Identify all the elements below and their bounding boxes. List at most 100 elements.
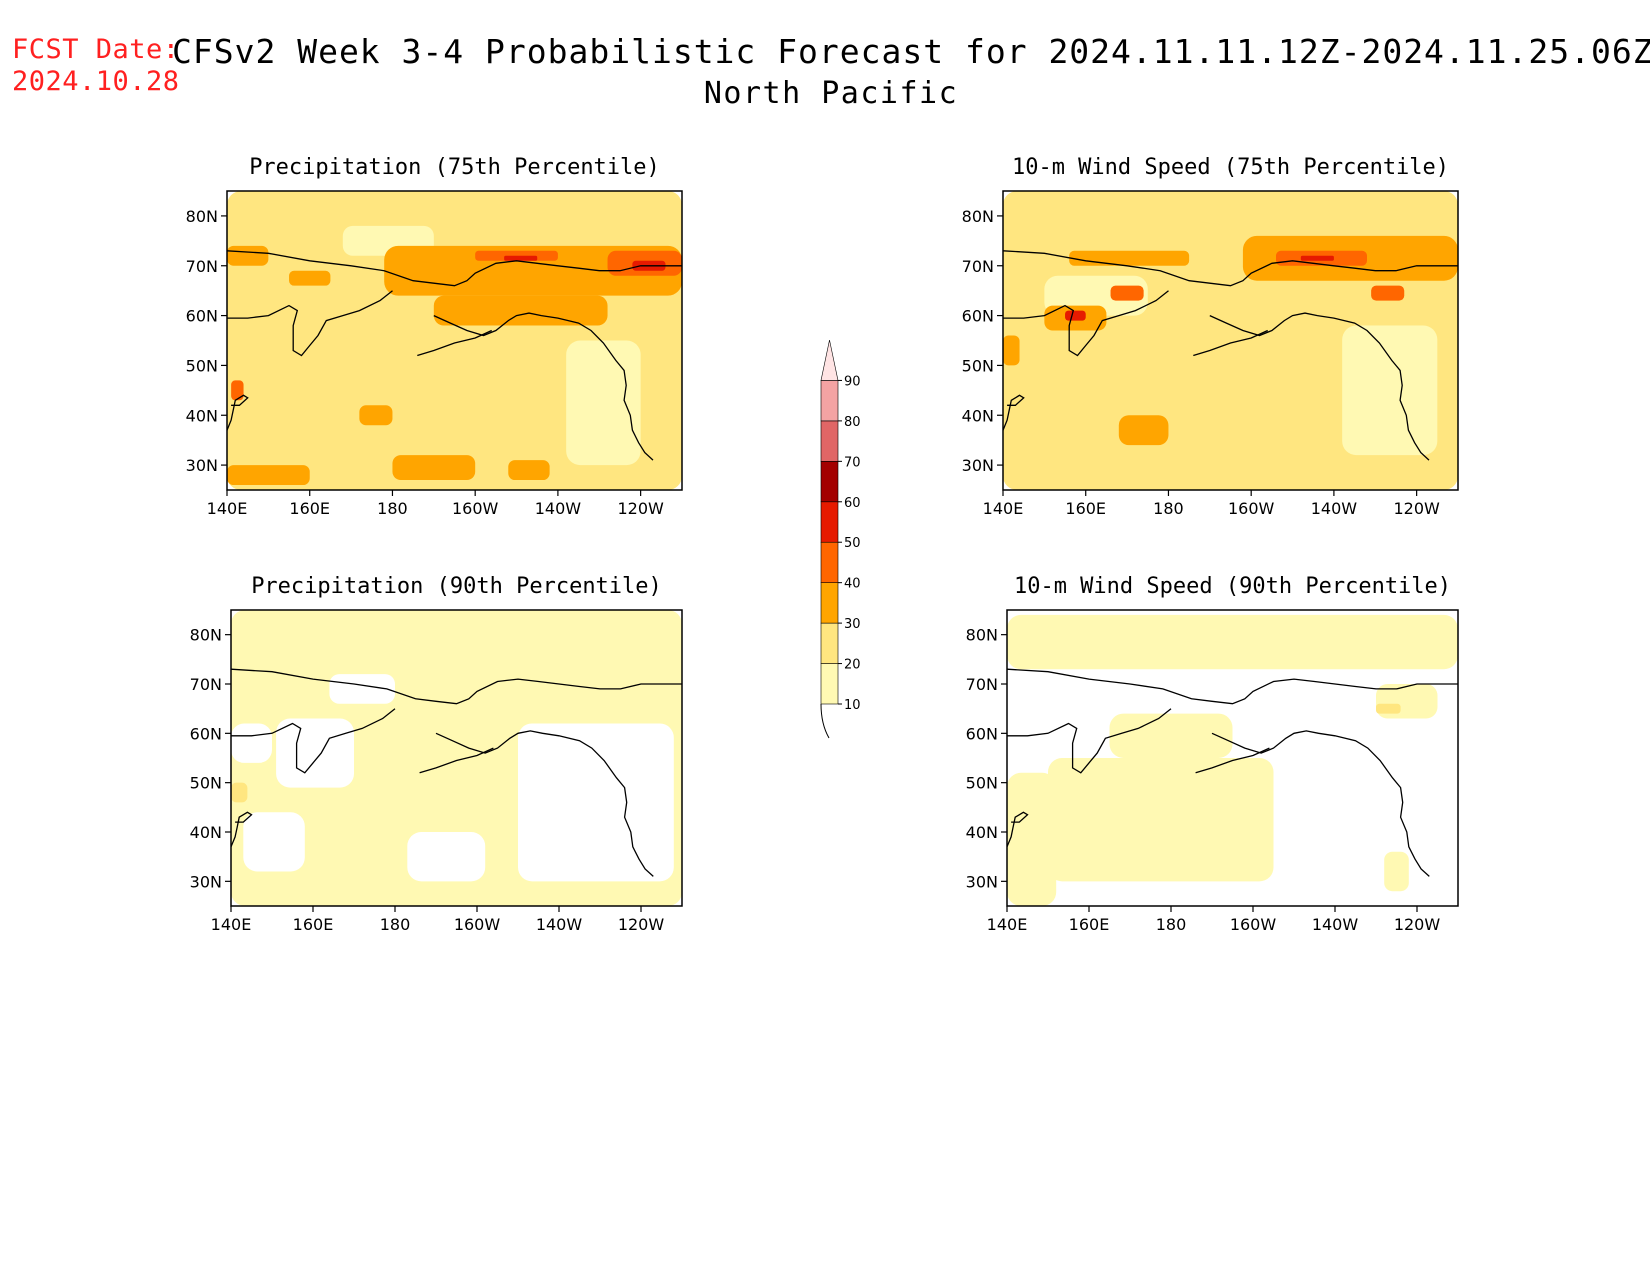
- coastline: [1007, 811, 1029, 848]
- forecast-date-value: 2024.10.28: [12, 66, 180, 97]
- probability-contour: [1371, 285, 1405, 301]
- map-panel: 10-m Wind Speed (90th Percentile) 140E 160…: [966, 574, 1459, 934]
- y-tick-label: 60N: [186, 307, 218, 326]
- colorbar-label: 10: [844, 698, 861, 713]
- probability-contour: [289, 270, 331, 286]
- coastline: [1007, 668, 1458, 705]
- colorbar-label: 80: [844, 415, 861, 430]
- y-tick-label: 60N: [962, 307, 994, 326]
- map-frame: [226, 190, 683, 491]
- x-tick-label: 180: [1156, 915, 1187, 934]
- y-tick-label: 60N: [966, 724, 998, 743]
- x-tick-label: 140W: [1311, 499, 1358, 518]
- y-tick-label: 80N: [190, 626, 222, 645]
- x-tick-label: 160E: [1065, 499, 1106, 518]
- y-tick-label: 50N: [190, 774, 222, 793]
- probability-contour: [475, 250, 558, 261]
- y-tick-label: 30N: [966, 872, 998, 891]
- y-tick-label: 80N: [962, 207, 994, 226]
- probability-contour: [1065, 310, 1086, 321]
- probability-contour: [1118, 415, 1169, 446]
- panel-title: 10-m Wind Speed (75th Percentile): [1012, 155, 1449, 180]
- x-tick-label: 140W: [535, 499, 582, 518]
- y-tick-label: 70N: [962, 257, 994, 276]
- colorbar-label: 50: [844, 536, 861, 551]
- forecast-date-label: FCST Date:: [12, 34, 180, 65]
- colorbar-label: 20: [844, 658, 861, 673]
- map-panel: Precipitation (90th Percentile) 140E 160E 1…: [190, 574, 683, 934]
- panel-title: Precipitation (75th Percentile): [249, 155, 660, 180]
- y-tick-label: 70N: [966, 675, 998, 694]
- colorbar-cap: [820, 339, 839, 381]
- probability-contour: [231, 380, 244, 401]
- colorbar: 10 20 30 40 50 60 70 80 90: [820, 339, 861, 739]
- map-frame: [1002, 190, 1459, 491]
- colorbar-label: 70: [844, 455, 861, 470]
- x-tick-label: 160E: [289, 499, 330, 518]
- x-tick-label: 140W: [1312, 915, 1359, 934]
- probability-contour: [1048, 758, 1274, 882]
- probability-field: [1007, 610, 1458, 906]
- coastlines: [231, 668, 682, 877]
- x-tick-label: 160W: [1228, 499, 1275, 518]
- probability-contour: [433, 295, 608, 326]
- x-tick-label: 120W: [1394, 915, 1441, 934]
- coastline: [417, 329, 492, 357]
- probability-contour: [1007, 614, 1458, 670]
- x-tick-label: 140E: [211, 915, 252, 934]
- x-tick-label: 120W: [618, 915, 665, 934]
- coastline: [1211, 730, 1430, 877]
- x-tick-label: 160W: [454, 915, 501, 934]
- colorbar-bin: [820, 622, 839, 664]
- panel-title: 10-m Wind Speed (90th Percentile): [1014, 574, 1451, 599]
- probability-contour: [508, 460, 550, 481]
- y-tick-label: 50N: [962, 356, 994, 375]
- y-tick-label: 40N: [190, 823, 222, 842]
- colorbar-bin: [820, 663, 839, 705]
- probability-contour: [329, 674, 395, 704]
- colorbar-bin: [820, 461, 839, 503]
- y-tick-label: 70N: [190, 675, 222, 694]
- colorbar-bin: [820, 501, 839, 543]
- x-tick-label: 180: [377, 499, 408, 518]
- probability-contour: [518, 723, 674, 882]
- y-tick-label: 40N: [962, 406, 994, 425]
- x-tick-label: 160W: [452, 499, 499, 518]
- probability-contour: [231, 782, 248, 803]
- coastlines: [1003, 250, 1458, 461]
- panel-title: Precipitation (90th Percentile): [251, 574, 662, 599]
- y-tick-label: 50N: [186, 356, 218, 375]
- map-panel: 10-m Wind Speed (75th Percentile) 140E 160…: [962, 155, 1459, 518]
- probability-contour: [359, 405, 393, 426]
- map-panel: Precipitation (75th Percentile) 140E 160E 1…: [186, 155, 683, 518]
- coastline: [227, 250, 682, 287]
- coastline: [231, 708, 396, 774]
- coastline: [435, 730, 654, 877]
- y-tick-label: 60N: [190, 724, 222, 743]
- coastline: [231, 811, 253, 848]
- colorbar-label: 60: [844, 496, 861, 511]
- coastline: [231, 668, 682, 705]
- colorbar-label: 40: [844, 577, 861, 592]
- probability-contour: [407, 832, 486, 882]
- x-tick-label: 120W: [617, 499, 664, 518]
- y-tick-label: 30N: [186, 456, 218, 475]
- x-tick-label: 140E: [207, 499, 248, 518]
- coastline: [227, 394, 249, 431]
- probability-contour: [1109, 713, 1233, 758]
- coastline: [1007, 708, 1172, 774]
- y-tick-label: 70N: [186, 257, 218, 276]
- coastline: [1195, 747, 1270, 774]
- coastline: [1003, 290, 1169, 357]
- coastlines: [227, 250, 682, 461]
- coastline: [1003, 250, 1458, 287]
- coastline: [1209, 312, 1430, 461]
- y-tick-label: 30N: [190, 872, 222, 891]
- map-frame: [230, 609, 683, 907]
- x-tick-label: 180: [1153, 499, 1184, 518]
- probability-contour: [1007, 772, 1057, 906]
- x-tick-label: 140E: [983, 499, 1024, 518]
- probability-contour: [392, 455, 476, 481]
- region-title: North Pacific: [703, 76, 959, 111]
